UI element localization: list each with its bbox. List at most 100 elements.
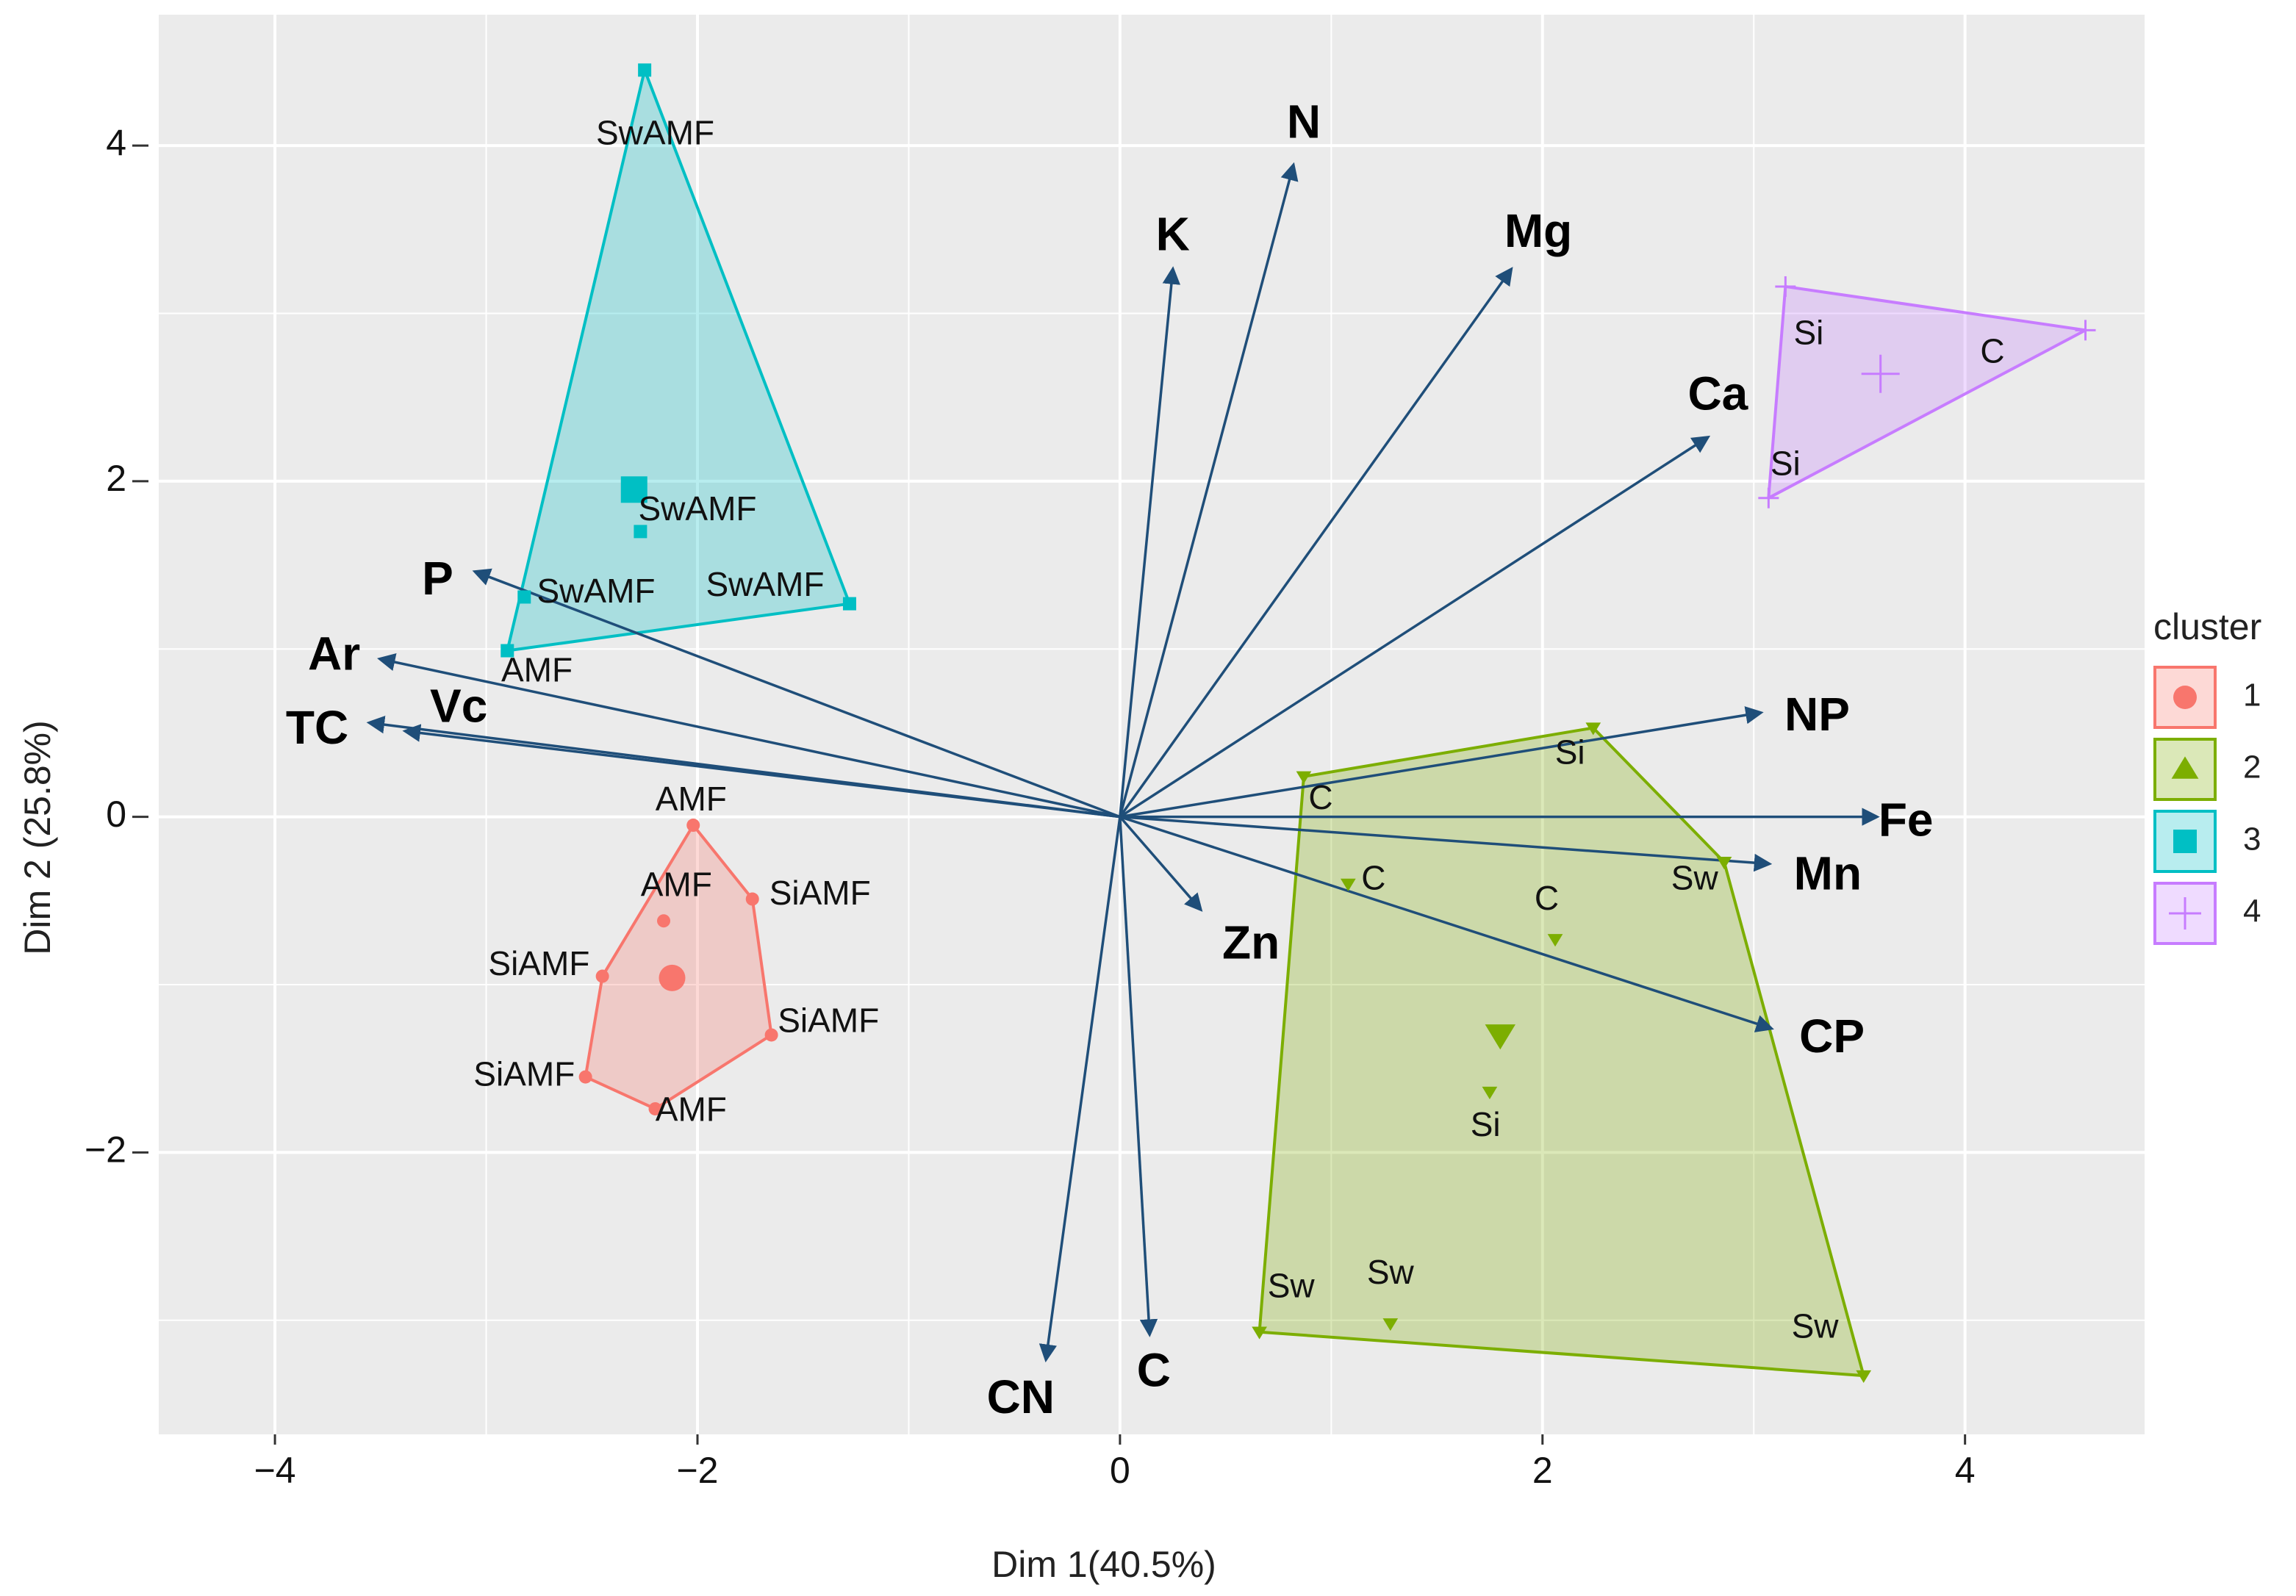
cluster-4-point xyxy=(1758,487,1779,508)
arrow-n xyxy=(1119,162,1299,818)
legend-background xyxy=(2149,588,2293,955)
point-label: SiAMF xyxy=(778,1002,879,1040)
arrow-cp xyxy=(1119,815,1774,1032)
cluster-2-point xyxy=(1252,1326,1267,1340)
x-tick-label: 4 xyxy=(1955,1450,1976,1491)
arrow-ar xyxy=(377,653,1121,819)
cluster-2-centroid xyxy=(1485,1024,1515,1050)
legend-key-marker xyxy=(2173,686,2197,709)
cluster-4-point xyxy=(2075,320,2096,341)
arrow-mn xyxy=(1119,815,1773,872)
cluster-3-point xyxy=(501,644,514,658)
cluster-1-point xyxy=(578,1070,592,1084)
arrow-vc xyxy=(402,724,1121,819)
point-label: SwAMF xyxy=(537,572,656,610)
point-label: SiAMF xyxy=(473,1055,575,1093)
point-label: SiAMF xyxy=(488,944,589,982)
point-label: SwAMF xyxy=(638,489,756,528)
axes: −4 −2 0 2 4 −2 0 2 4 xyxy=(85,122,1976,1491)
y-tick-label: 4 xyxy=(106,122,126,163)
arrow-np xyxy=(1119,706,1764,819)
arrow-cn xyxy=(1038,816,1122,1363)
legend-title: cluster xyxy=(2153,606,2261,647)
legend-key-2 xyxy=(2153,738,2217,801)
point-label: SwAMF xyxy=(596,114,714,152)
legend-key-box xyxy=(2153,882,2217,945)
variable-label-mg: Mg xyxy=(1504,204,1572,257)
variable-arrows xyxy=(366,162,1880,1363)
cluster-1-centroid xyxy=(659,964,686,991)
cluster-2-point xyxy=(1856,1370,1872,1383)
point-labels: AMF AMF SiAMF SiAMF SiAMF SiAMF AMF C Si C C Sw Si Sw… xyxy=(473,114,2004,1345)
cluster-1-point xyxy=(648,1101,662,1115)
cluster-3-point xyxy=(638,63,652,77)
x-tick-label: −4 xyxy=(254,1450,296,1491)
point-label: Si xyxy=(1771,444,1801,482)
variable-label-zn: Zn xyxy=(1222,916,1280,968)
cluster-1-point xyxy=(764,1028,778,1042)
point-label: Sw xyxy=(1671,859,1719,897)
cluster-2-point xyxy=(1340,878,1356,891)
legend-label: 1 xyxy=(2243,677,2261,713)
point-label: Sw xyxy=(1792,1306,1840,1345)
point-label: Si xyxy=(1471,1105,1501,1143)
y-axis-title: Dim 2 (25.8%) xyxy=(17,720,58,955)
x-tick-label: 0 xyxy=(1110,1450,1130,1491)
cluster-3-centroid xyxy=(620,476,647,503)
variable-label-tc: TC xyxy=(286,701,348,754)
variable-label-cn: CN xyxy=(987,1370,1055,1423)
cluster-points xyxy=(501,63,2096,1383)
variable-label-mn: Mn xyxy=(1794,847,1862,900)
point-label: C xyxy=(1308,778,1332,816)
variable-label-ca: Ca xyxy=(1687,367,1748,420)
point-label: AMF xyxy=(656,780,727,818)
legend-key-marker xyxy=(2171,756,2199,779)
point-label: Si xyxy=(1794,313,1824,351)
cluster-1-point xyxy=(595,969,609,983)
legend-label: 4 xyxy=(2243,894,2261,930)
point-label: AMF xyxy=(656,1090,727,1129)
variable-label-n: N xyxy=(1287,96,1321,148)
variable-label-np: NP xyxy=(1784,688,1850,741)
arrow-c xyxy=(1119,816,1158,1337)
point-label: Sw xyxy=(1268,1266,1316,1304)
legend-key-marker xyxy=(2169,897,2201,930)
point-label: C xyxy=(1535,879,1559,917)
cluster-3-point xyxy=(517,590,531,604)
variable-label-c: C xyxy=(1137,1344,1171,1397)
point-label: AMF xyxy=(641,866,712,904)
arrow-k xyxy=(1119,266,1181,817)
legend-key-1 xyxy=(2153,666,2217,729)
point-label: Sw xyxy=(1367,1253,1415,1291)
cluster-4-hull xyxy=(1767,284,2087,500)
cluster-4-point xyxy=(1775,276,1796,297)
cluster-2-point xyxy=(1547,934,1563,947)
arrow-p xyxy=(472,568,1121,819)
legend-label: 3 xyxy=(2243,822,2261,858)
cluster-3-point xyxy=(634,525,647,539)
cluster-3-point xyxy=(842,597,856,611)
arrow-ca xyxy=(1119,435,1711,819)
cluster-2-point xyxy=(1585,722,1601,736)
legend-key-4 xyxy=(2153,882,2217,945)
cluster-1-point xyxy=(686,819,700,833)
y-tick-label: −2 xyxy=(85,1129,126,1171)
point-label: C xyxy=(1361,859,1385,897)
variable-labels: N K Mg Ca P Ar TC Vc NP Fe Mn CP Zn CN C xyxy=(286,96,1934,1424)
point-label: SwAMF xyxy=(706,565,824,603)
legend-key-marker xyxy=(2173,830,2197,853)
legend: cluster 1 2 3 4 xyxy=(2149,588,2293,955)
x-axis-title: Dim 1(40.5%) xyxy=(991,1544,1216,1585)
legend-label: 2 xyxy=(2243,750,2261,786)
cluster-2-point xyxy=(1716,857,1732,870)
cluster-2-point xyxy=(1482,1086,1498,1100)
cluster-1-point xyxy=(745,892,759,906)
variable-label-k: K xyxy=(1156,208,1190,261)
point-label: SiAMF xyxy=(769,874,871,912)
legend-key-3 xyxy=(2153,810,2217,873)
cluster-4-centroid xyxy=(1861,354,1900,393)
cluster-2-point xyxy=(1296,771,1312,784)
cluster-2-point xyxy=(1382,1318,1399,1331)
cluster-3-hull xyxy=(506,68,851,653)
